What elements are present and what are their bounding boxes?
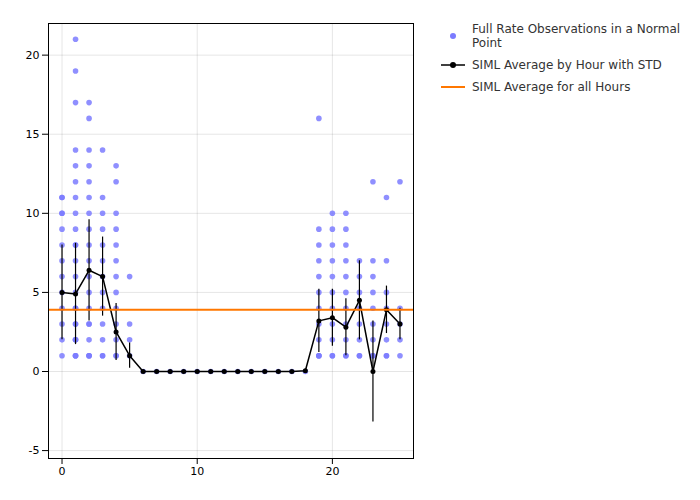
svg-text:20: 20 (325, 465, 339, 478)
svg-text:-5: -5 (29, 444, 40, 457)
svg-text:0: 0 (33, 365, 40, 378)
svg-text:15: 15 (26, 128, 40, 141)
svg-text:0: 0 (59, 465, 66, 478)
svg-text:5: 5 (33, 286, 40, 299)
svg-text:20: 20 (26, 49, 40, 62)
html-text:SIML Average by Hour with STD: SIML Average by Hour with STD (472, 58, 662, 72)
svg-text:10: 10 (190, 465, 204, 478)
html-text:SIML Average for all Hours: SIML Average for all Hours (472, 80, 631, 94)
svg-text:10: 10 (26, 207, 40, 220)
html-text:Full Rate Observations in a No: Full Rate Observations in a Normal Point (472, 22, 681, 50)
